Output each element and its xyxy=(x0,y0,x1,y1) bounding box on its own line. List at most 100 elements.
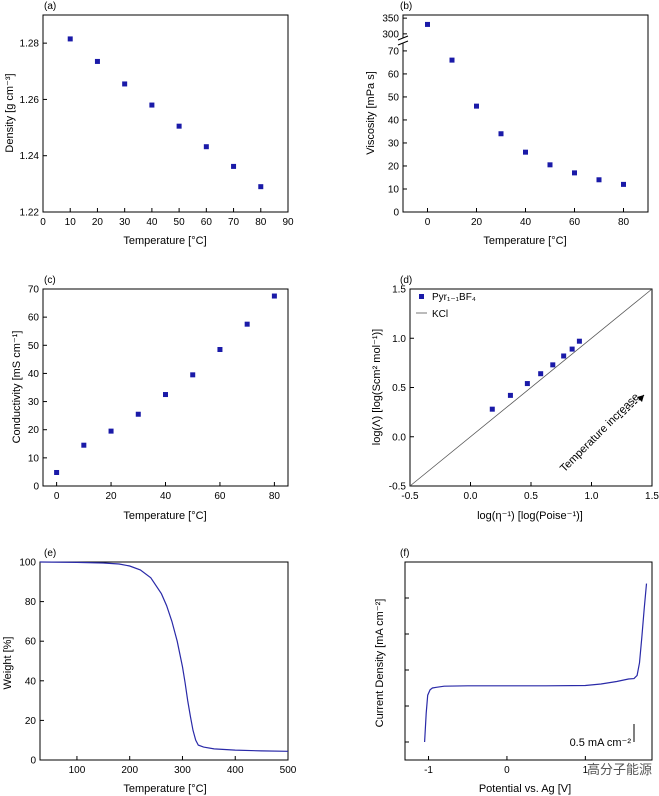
kcl-reference-line xyxy=(409,288,653,487)
y-tick-label-e: 20 xyxy=(25,716,37,727)
y-tick-label-e: 100 xyxy=(19,558,36,569)
data-point-conductivity xyxy=(163,392,168,398)
panel-label-a: (a) xyxy=(44,1,56,12)
y-tick-label-b: 70 xyxy=(388,46,400,57)
y-tick-label-a: 1.26 xyxy=(20,95,40,106)
data-point-density xyxy=(122,81,128,87)
x-axis-label-e: Temperature [°C] xyxy=(123,783,206,795)
y-tick-label-d: 1.5 xyxy=(392,285,406,296)
scale-bar-label: 0.5 mA cm⁻² xyxy=(570,737,632,749)
x-tick-label-b: 0 xyxy=(425,217,431,228)
data-point-density xyxy=(231,163,237,169)
watermark: 高分子能源 xyxy=(587,762,652,778)
x-tick-label-b: 20 xyxy=(471,217,483,228)
y-tick-label-b-upper: 350 xyxy=(382,14,399,25)
legend-marker-pyr xyxy=(419,294,424,299)
x-axis-label-b: Temperature [°C] xyxy=(483,235,566,247)
x-axis-label-f: Potential vs. Ag [V] xyxy=(479,783,571,795)
panel-d: (d) -0.5 0.0 0.5 1.0 1.5 -0.5 0.0 0.5 1.0 1.5 Pyr… xyxy=(371,275,659,522)
plot-frame-e xyxy=(39,561,289,761)
axis-break-mark xyxy=(397,35,409,41)
x-tick-label-e: 300 xyxy=(174,765,191,776)
data-point-conductivity xyxy=(54,469,60,475)
y-tick-label-b: 50 xyxy=(388,92,400,103)
axis-break-mark xyxy=(397,40,409,46)
panel-f: (f) -1 0 1 0.5 mA cm⁻² Potential vs. Ag [V… xyxy=(374,548,653,795)
x-tick-label-d: 0.5 xyxy=(524,491,538,502)
data-point-walden xyxy=(550,362,556,368)
panel-label-b: (b) xyxy=(400,1,412,12)
plot-frame-a xyxy=(42,14,289,213)
x-tick-label-d: -0.5 xyxy=(401,491,419,502)
y-tick-label-b: 60 xyxy=(388,69,400,80)
data-point-conductivity xyxy=(135,411,141,417)
x-tick-label-a: 20 xyxy=(92,217,104,228)
panel-b: (b) 0 20 40 60 80 0 10 20 30 40 50 60 70 300 350 Tempe… xyxy=(365,1,649,247)
data-point-walden xyxy=(489,406,495,412)
y-axis-label-a: Density [g cm⁻³] xyxy=(4,73,16,152)
x-tick-label-f: 1 xyxy=(583,765,589,776)
data-point-viscosity xyxy=(523,149,528,155)
x-tick-label-c: 0 xyxy=(54,491,60,502)
x-tick-label-a: 40 xyxy=(146,217,158,228)
y-axis-label-b: Viscosity [mPa s] xyxy=(365,71,377,155)
x-tick-label-a: 30 xyxy=(119,217,131,228)
x-tick-label-f: 0 xyxy=(504,765,510,776)
lsv-curve xyxy=(424,583,648,743)
data-point-walden xyxy=(538,371,544,377)
x-tick-label-d: 0.0 xyxy=(464,491,478,502)
x-axis-label-a: Temperature [°C] xyxy=(123,235,206,247)
y-tick-label-a: 1.22 xyxy=(20,208,40,219)
data-point-viscosity xyxy=(596,177,602,183)
legend-label-kcl: KCl xyxy=(432,309,448,320)
y-tick-label-c: 0 xyxy=(33,482,39,493)
plot-frame-f xyxy=(404,561,653,761)
legend-label-pyr: Pyr₁₋₁BF₄ xyxy=(432,292,476,303)
y-tick-label-b: 40 xyxy=(388,115,400,126)
y-tick-label-b: 20 xyxy=(388,161,400,172)
x-tick-label-a: 60 xyxy=(201,217,213,228)
y-tick-label-c: 10 xyxy=(28,453,40,464)
data-point-conductivity xyxy=(271,293,277,299)
panel-label-f: (f) xyxy=(400,548,409,559)
data-point-walden xyxy=(507,392,513,398)
y-tick-label-e: 60 xyxy=(25,637,37,648)
y-tick-label-b-upper: 300 xyxy=(382,29,399,40)
legend-d: Pyr₁₋₁BF₄ KCl xyxy=(416,292,476,320)
data-point-conductivity xyxy=(244,321,250,327)
y-tick-label-e: 80 xyxy=(25,597,37,608)
x-tick-label-e: 500 xyxy=(280,765,297,776)
data-point-density xyxy=(94,58,100,64)
y-tick-label-c: 70 xyxy=(28,285,40,296)
data-point-conductivity xyxy=(81,442,87,448)
data-point-viscosity xyxy=(572,170,577,176)
x-tick-label-a: 80 xyxy=(255,217,267,228)
y-tick-label-c: 50 xyxy=(28,341,40,352)
data-point-walden xyxy=(561,353,567,359)
x-tick-label-a: 70 xyxy=(228,217,240,228)
plot-frame-b xyxy=(402,14,649,213)
x-tick-label-a: 50 xyxy=(174,217,186,228)
y-axis-label-c: Conductivity [mS cm⁻¹] xyxy=(11,331,23,444)
annotation-temperature-increase: Temperature increase xyxy=(558,391,642,475)
x-tick-label-e: 200 xyxy=(121,765,138,776)
x-tick-label-e: 400 xyxy=(227,765,244,776)
y-tick-label-b: 30 xyxy=(388,138,400,149)
x-tick-label-b: 40 xyxy=(520,217,532,228)
data-point-viscosity xyxy=(498,131,504,137)
data-point-conductivity xyxy=(217,347,223,353)
data-point-density xyxy=(203,144,209,150)
y-tick-label-d: 1.0 xyxy=(392,334,406,345)
y-tick-label-c: 20 xyxy=(28,425,40,436)
tga-curve xyxy=(39,561,289,752)
panel-label-c: (c) xyxy=(44,275,56,286)
panel-label-d: (d) xyxy=(400,275,412,286)
y-tick-label-a: 1.28 xyxy=(20,39,40,50)
y-tick-label-d: 0.0 xyxy=(392,432,406,443)
axis-break-gap xyxy=(399,38,407,43)
y-tick-label-c: 60 xyxy=(28,313,40,324)
x-tick-label-c: 60 xyxy=(214,491,226,502)
data-point-walden xyxy=(576,338,582,344)
y-tick-label-c: 40 xyxy=(28,369,40,380)
